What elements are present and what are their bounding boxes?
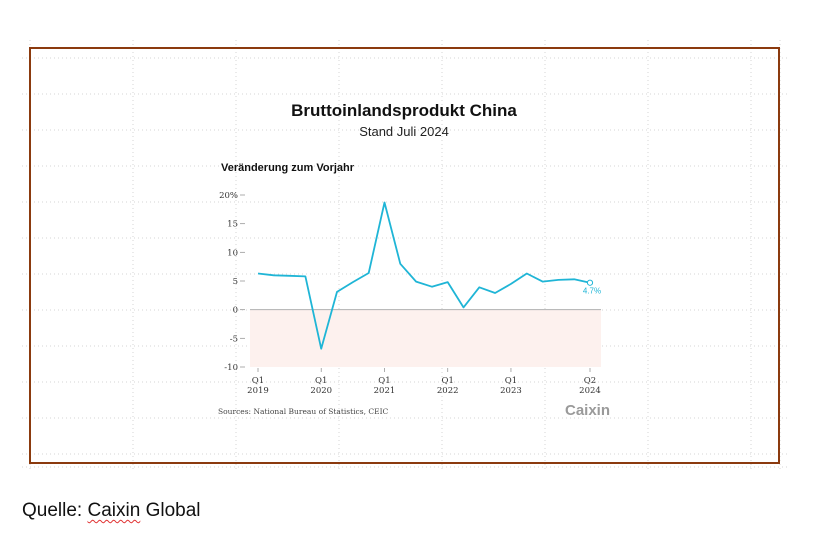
x-tick-year: 2021 bbox=[374, 386, 396, 396]
y-tick-label: -5 bbox=[230, 334, 238, 344]
y-tick-label: -10 bbox=[224, 363, 238, 373]
last-value-label: 4.7% bbox=[583, 287, 601, 296]
caption-suffix: Global bbox=[140, 500, 201, 521]
last-data-point bbox=[586, 279, 594, 286]
x-tick-quarter: Q1 bbox=[505, 376, 517, 386]
x-tick-year: 2019 bbox=[247, 386, 269, 396]
y-tick-label: 20% bbox=[219, 191, 238, 201]
y-axis-label: Veränderung zum Vorjahr bbox=[221, 162, 355, 174]
chart-title: Bruttoinlandsprodukt China bbox=[291, 101, 517, 120]
x-tick-quarter: Q1 bbox=[252, 376, 264, 386]
caption-source-name: Caixin bbox=[87, 500, 141, 521]
x-tick-quarter: Q2 bbox=[584, 376, 596, 386]
caixin-logo: Caixin bbox=[565, 402, 610, 419]
y-axis-ticks: 20% 15 10 5 0 -5 -10 bbox=[219, 191, 245, 373]
x-tick-year: 2024 bbox=[579, 386, 601, 396]
y-tick-label: 15 bbox=[227, 220, 238, 230]
y-tick-label: 5 bbox=[233, 277, 238, 287]
x-tick-quarter: Q1 bbox=[315, 376, 327, 386]
chart-subtitle: Stand Juli 2024 bbox=[359, 124, 449, 139]
series-line-gdp bbox=[257, 201, 591, 350]
x-tick-quarter: Q1 bbox=[442, 376, 454, 386]
negative-region-shading bbox=[250, 309, 601, 367]
x-tick-year: 2022 bbox=[437, 386, 459, 396]
y-tick-label: 10 bbox=[227, 248, 238, 258]
x-tick-year: 2023 bbox=[500, 386, 522, 396]
chart-frame bbox=[29, 47, 780, 464]
source-note: Sources: National Bureau of Statistics, … bbox=[218, 407, 389, 416]
caption-prefix: Quelle: bbox=[22, 500, 88, 521]
x-tick-quarter: Q1 bbox=[378, 376, 390, 386]
y-tick-label: 0 bbox=[233, 306, 238, 316]
x-tick-year: 2020 bbox=[310, 386, 332, 396]
source-caption: Quelle: Caixin Global bbox=[22, 500, 201, 522]
